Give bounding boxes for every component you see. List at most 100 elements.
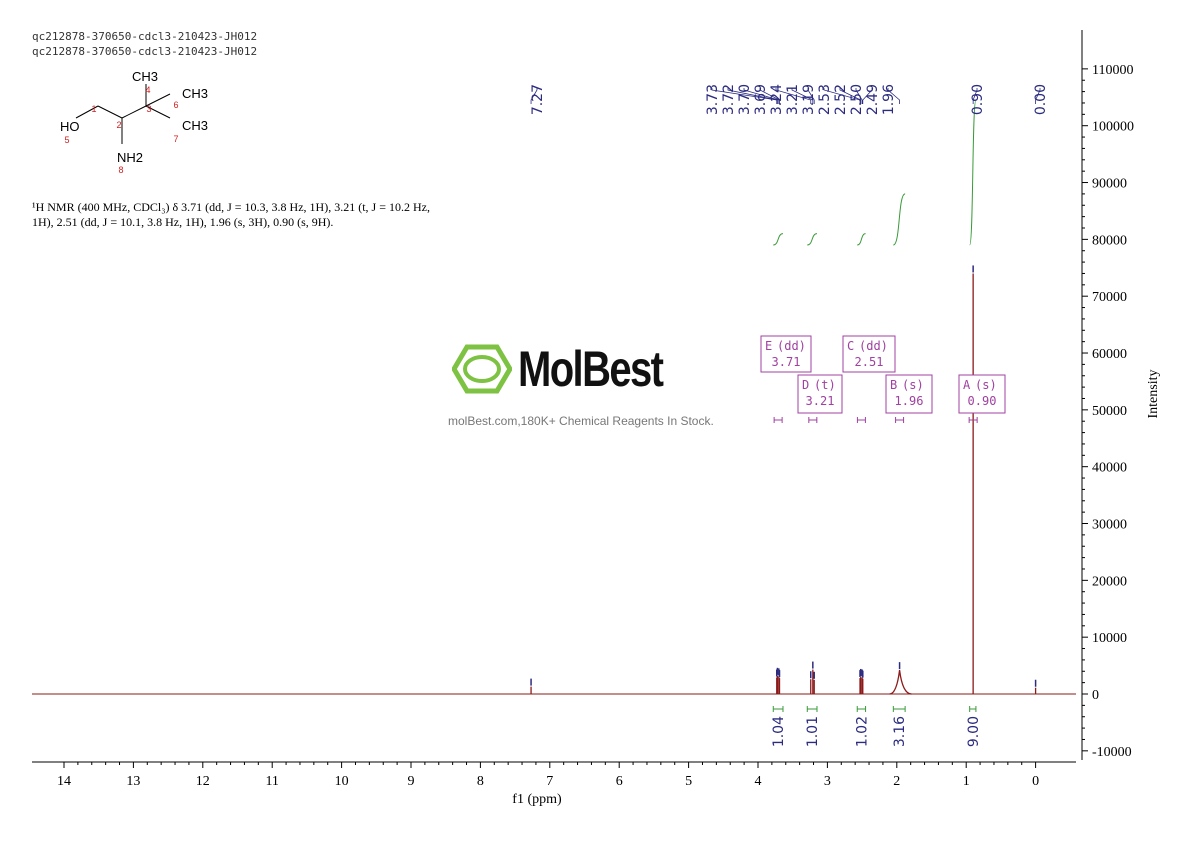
watermark-tagline: molBest.com,180K+ Chemical Reagents In S… bbox=[448, 414, 714, 428]
multiplet-shift: 1.96 bbox=[895, 394, 924, 408]
multiplet-box: B (s) 1.96 bbox=[885, 374, 933, 414]
peak-labels: 7.27 3.73 3.72 3.70 3.69 3.24 3.21 3.19 2.53 2.52… bbox=[530, 84, 1049, 687]
multiplet-letter: E bbox=[765, 339, 772, 353]
multiplet-type: (dd) bbox=[777, 339, 806, 353]
multiplet-boxes: E (dd) 3.71D (t) 3.21 C (dd) 2.51 B (s) 1.96 A (s) 0.… bbox=[760, 335, 1006, 423]
x-axis-label: f1 (ppm) bbox=[512, 792, 562, 807]
multiplet-letter: B bbox=[890, 378, 897, 392]
chemical-structure: CH3 CH3 CH3 HO NH2 1 2 3 4 5 6 7 8 bbox=[60, 69, 208, 175]
y-tick-label: 90000 bbox=[1092, 177, 1127, 192]
y-tick-label: 80000 bbox=[1092, 233, 1127, 248]
peak-leader bbox=[711, 88, 778, 104]
integral-curve bbox=[773, 233, 784, 246]
y-tick-label: 110000 bbox=[1092, 63, 1133, 78]
atom-number: 4 bbox=[145, 85, 150, 95]
peak-label: 3.19 bbox=[801, 84, 817, 115]
atom-number: 6 bbox=[173, 100, 178, 110]
integral-bracket bbox=[892, 706, 906, 712]
peak-label: 2.52 bbox=[833, 84, 849, 115]
peak-label: 3.69 bbox=[753, 84, 769, 115]
integral-bracket bbox=[772, 706, 784, 712]
multiplet-range bbox=[895, 417, 905, 423]
x-tick-label: 14 bbox=[57, 774, 71, 789]
atom-label: CH3 bbox=[182, 86, 208, 101]
x-tick-label: 12 bbox=[196, 774, 210, 789]
x-tick-label: 9 bbox=[408, 774, 415, 789]
y-axis-label: Intensity bbox=[1146, 370, 1161, 419]
y-tick-label: 10000 bbox=[1092, 631, 1127, 646]
integral-value: 1.02 bbox=[854, 716, 870, 747]
peak-leader bbox=[743, 88, 780, 104]
atom-label: NH2 bbox=[117, 150, 143, 165]
peak-leader bbox=[727, 88, 778, 104]
multiplet-shift: 0.90 bbox=[968, 394, 997, 408]
y-tick-label: 50000 bbox=[1092, 404, 1127, 419]
peak-label: 2.53 bbox=[817, 84, 833, 115]
peak-label: 2.50 bbox=[849, 84, 865, 115]
axes bbox=[32, 30, 1083, 763]
multiplet-type: (s) bbox=[975, 378, 997, 392]
peak-label: 3.72 bbox=[721, 84, 737, 115]
nmr-description: ¹H NMR (400 MHz, CDCl₃) δ 3.71 (dd, J = … bbox=[32, 200, 430, 229]
multiplet-range bbox=[968, 417, 978, 423]
benzene-logo-icon bbox=[452, 344, 512, 394]
integral-curves bbox=[773, 99, 977, 246]
x-tick-label: 8 bbox=[477, 774, 484, 789]
multiplet-range bbox=[856, 417, 866, 423]
multiplet-box: E (dd) 3.71 bbox=[760, 335, 812, 373]
multiplet-letter: D bbox=[802, 378, 809, 392]
integral-curve bbox=[892, 193, 906, 246]
multiplet-shift: 3.71 bbox=[772, 355, 801, 369]
integral-value: 9.00 bbox=[966, 716, 982, 747]
integral-bracket bbox=[856, 706, 867, 712]
atom-number: 5 bbox=[64, 135, 69, 145]
multiplet-type: (t) bbox=[814, 378, 836, 392]
x-tick-label: 2 bbox=[893, 774, 900, 789]
multiplet-range bbox=[773, 417, 783, 423]
peak-label: 7.27 bbox=[530, 84, 546, 115]
multiplet-shift: 3.21 bbox=[806, 394, 835, 408]
peak-label: 3.70 bbox=[737, 84, 753, 115]
peak-leader bbox=[530, 88, 538, 104]
spectrum-trace bbox=[530, 273, 1037, 695]
spectrum-id-line-1: qc212878-370650-cdcl3-210423-JH012 bbox=[32, 30, 258, 43]
y-tick-label: 0 bbox=[1092, 688, 1099, 703]
x-tick-label: 5 bbox=[685, 774, 692, 789]
axis-ticks: 14 13 12 11 10 9 8 7 6 5 4 3 2 1 011000010000090000800… bbox=[57, 63, 1134, 789]
peak-leader bbox=[791, 88, 814, 104]
peak-leader bbox=[807, 88, 815, 104]
peak-leader bbox=[759, 88, 780, 104]
peak-label: 0.90 bbox=[970, 84, 986, 115]
integral-values: 1.04 1.01 1.02 3.16 9.00 bbox=[771, 706, 982, 747]
atom-number: 2 bbox=[116, 120, 121, 130]
multiplet-letter: A bbox=[963, 378, 971, 392]
peak-leader bbox=[839, 88, 862, 104]
peak-leader bbox=[972, 88, 978, 104]
y-tick-label: 100000 bbox=[1092, 120, 1134, 135]
peak-leader bbox=[1035, 88, 1041, 104]
x-tick-label: 4 bbox=[755, 774, 762, 789]
y-tick-label: 60000 bbox=[1092, 347, 1127, 362]
spectrum-id-line-2: qc212878-370650-cdcl3-210423-JH012 bbox=[32, 45, 258, 58]
y-tick-label: 70000 bbox=[1092, 290, 1127, 305]
peak-label: 1.96 bbox=[881, 84, 897, 115]
integral-curve bbox=[807, 233, 818, 246]
brand-name: MolBest bbox=[518, 341, 664, 397]
integral-bracket bbox=[806, 706, 818, 712]
x-tick-label: 13 bbox=[126, 774, 140, 789]
peak-leader bbox=[855, 88, 863, 104]
x-tick-label: 6 bbox=[616, 774, 623, 789]
y-tick-label: 40000 bbox=[1092, 461, 1127, 476]
integral-curve bbox=[857, 233, 866, 246]
multiplet-box: D (t) 3.21 bbox=[797, 374, 843, 414]
x-tick-label: 1 bbox=[963, 774, 970, 789]
multiplet-shift: 2.51 bbox=[855, 355, 884, 369]
atom-label: CH3 bbox=[182, 118, 208, 133]
atom-number: 7 bbox=[173, 134, 178, 144]
peak-label: 0.00 bbox=[1033, 84, 1049, 115]
integral-value: 3.16 bbox=[892, 716, 908, 747]
peak-leader bbox=[862, 88, 873, 104]
spectrum-peak bbox=[889, 670, 912, 695]
x-tick-label: 11 bbox=[265, 774, 278, 789]
multiplet-box: C (dd) 2.51 bbox=[842, 335, 896, 373]
